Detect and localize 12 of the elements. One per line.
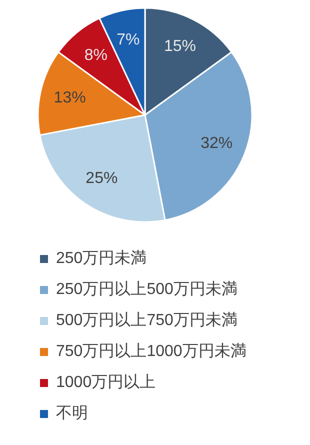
data-label: 15% — [164, 38, 196, 55]
legend-label: 250万円未満 — [56, 248, 147, 269]
data-label: 7% — [116, 31, 140, 48]
legend-label: 不明 — [56, 404, 88, 424]
data-label: 32% — [200, 134, 233, 152]
data-label: 25% — [86, 170, 118, 188]
data-label: 13% — [54, 90, 86, 107]
legend-label: 1000万円以上 — [56, 372, 156, 393]
data-label: 8% — [84, 47, 108, 64]
legend-label: 250万円以上500万円未満 — [56, 280, 238, 300]
legend-label: 750万円以上1000万円未満 — [56, 342, 246, 362]
legend-label: 500万円以上750万円未満 — [56, 310, 238, 331]
